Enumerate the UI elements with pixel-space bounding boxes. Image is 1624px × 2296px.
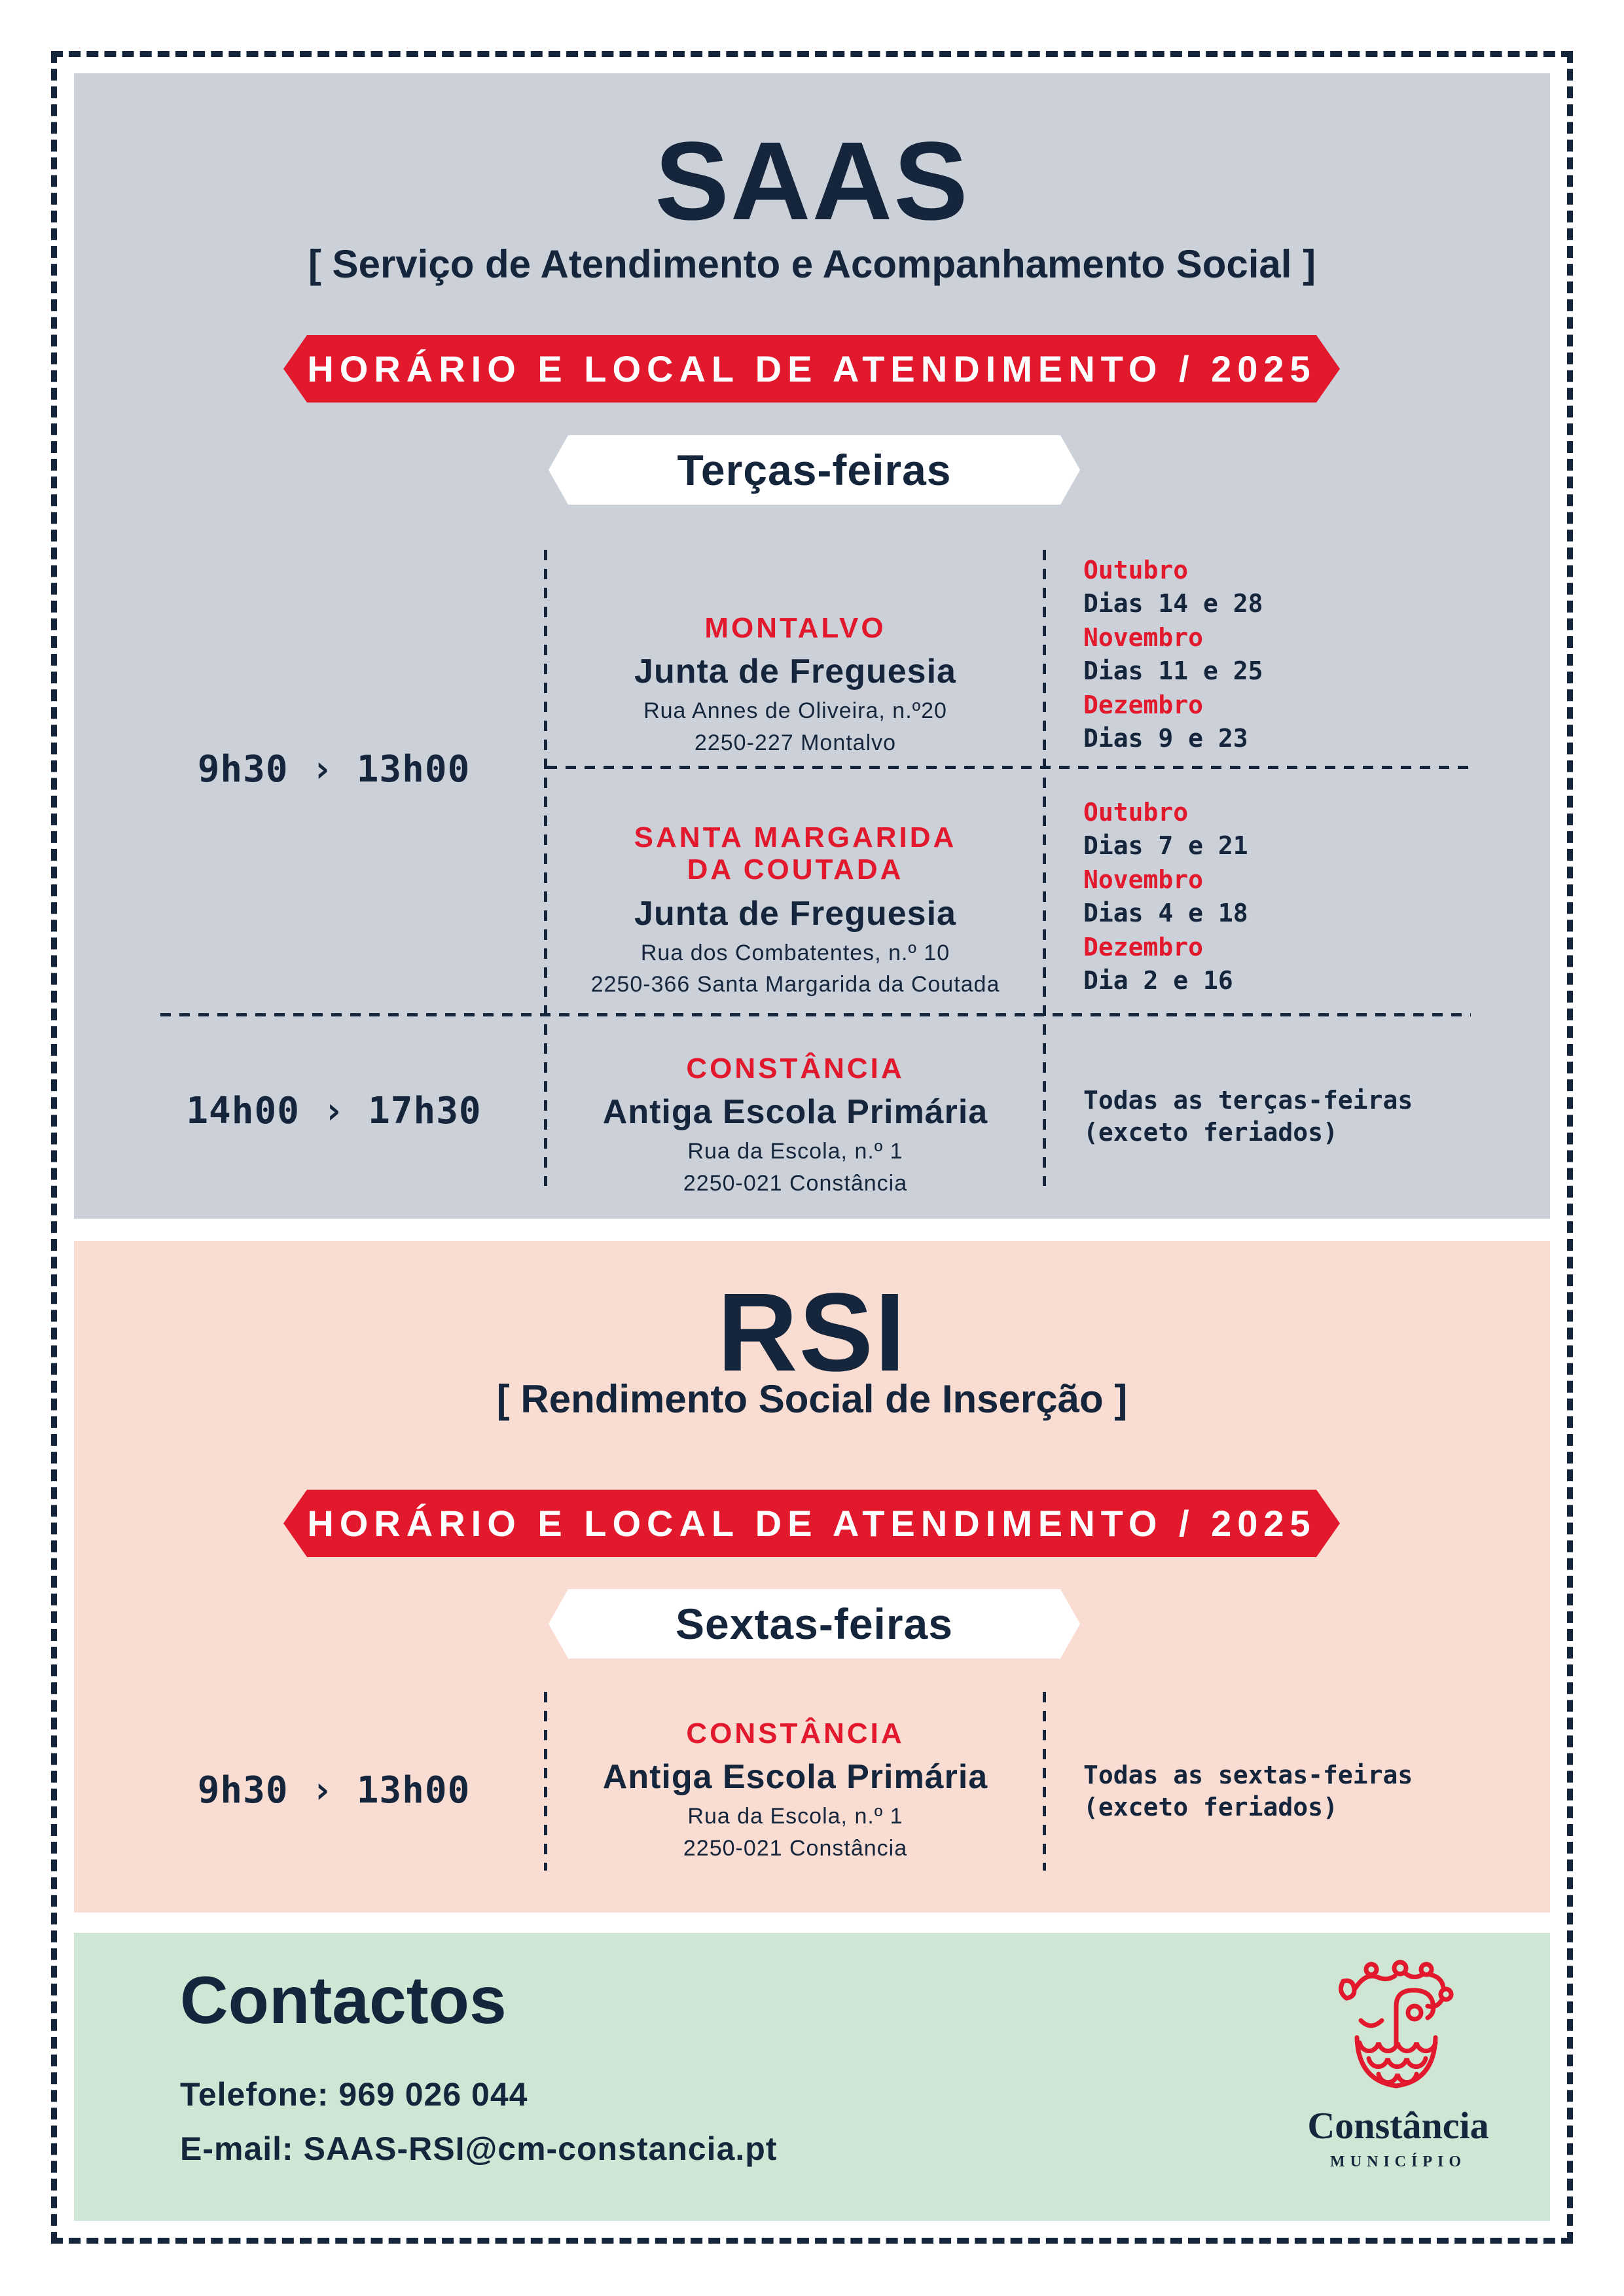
schedule-days: Dias 7 e 21 [1083, 831, 1248, 860]
rsi-weekday-label: Sextas-feiras [676, 1600, 953, 1648]
rsi-weekday-banner: Sextas-feiras [549, 1589, 1080, 1659]
municipality-logo-subtitle: MUNICÍPIO [1330, 2153, 1466, 2170]
schedule-month: Outubro [1083, 798, 1189, 827]
page-dashed-border [51, 51, 1573, 2244]
schedule-month: Dezembro [1083, 933, 1204, 961]
location-santa-margarida-address1: Rua dos Combatentes, n.º 10 [640, 940, 950, 965]
saas-schedule-banner: HORÁRIO E LOCAL DE ATENDIMENTO / 2025 [283, 335, 1340, 403]
saas-subtitle: [ Serviço de Atendimento e Acompanhament… [308, 242, 1316, 286]
rsi-frequency-note-line1: Todas as sextas-feiras [1083, 1761, 1413, 1789]
saas-divider-horizontal-1 [547, 766, 1471, 769]
location-santa-margarida-venue: Junta de Freguesia [634, 894, 956, 933]
rsi-section: RSI [ Rendimento Social de Inserção ] HO… [74, 1241, 1550, 1912]
municipality-logo: Constância MUNICÍPIO [1290, 1958, 1507, 2170]
location-constancia-rsi-name: CONSTÂNCIA [686, 1717, 905, 1749]
location-santa-margarida-address2: 2250-366 Santa Margarida da Coutada [590, 972, 1000, 997]
location-constancia-rsi: CONSTÂNCIA Antiga Escola Primária Rua da… [547, 1717, 1044, 1862]
contacts-email: E-mail: SAAS-RSI@cm-constancia.pt [180, 2130, 778, 2167]
contacts-section: Contactos Telefone: 969 026 044 E-mail: … [74, 1933, 1550, 2221]
saas-afternoon-time: 14h00 › 17h30 [186, 1090, 482, 1132]
rsi-frequency-note-line2: (exceto feriados) [1083, 1793, 1338, 1822]
saas-frequency-note-line1: Todas as terças-feiras [1083, 1086, 1413, 1115]
rsi-schedule-banner-label: HORÁRIO E LOCAL DE ATENDIMENTO / 2025 [307, 1502, 1316, 1544]
saas-morning-time: 9h30 › 13h00 [197, 748, 471, 791]
location-constancia-rsi-address1: Rua da Escola, n.º 1 [687, 1804, 903, 1829]
saas-weekday-label: Terças-feiras [677, 446, 952, 494]
saas-frequency-note-line2: (exceto feriados) [1083, 1118, 1338, 1147]
saas-divider-vertical-1 [544, 550, 547, 1186]
schedule-days: Dias 14 e 28 [1083, 589, 1263, 618]
rsi-title: RSI [717, 1270, 907, 1395]
location-constancia-rsi-address2: 2250-021 Constância [683, 1836, 908, 1861]
location-montalvo-address1: Rua Annes de Oliveira, n.º20 [643, 698, 947, 724]
schedule-month: Novembro [1083, 865, 1204, 894]
municipality-logo-wordmark: Constância [1307, 2104, 1489, 2147]
contacts-heading: Contactos [180, 1963, 507, 2037]
schedule-month: Dezembro [1083, 691, 1204, 719]
location-montalvo-address2: 2250-227 Montalvo [694, 730, 897, 756]
location-santa-margarida-name-line1: SANTA MARGARIDA [634, 821, 957, 853]
schedule-santa-margarida: Outubro Dias 7 e 21 Novembro Dias 4 e 18… [1083, 800, 1476, 993]
saas-title: SAAS [655, 119, 969, 243]
rsi-subtitle: [ Rendimento Social de Inserção ] [496, 1377, 1128, 1421]
location-constancia-name: CONSTÂNCIA [686, 1052, 905, 1085]
rsi-divider-vertical-1 [544, 1692, 547, 1871]
saas-weekday-banner: Terças-feiras [549, 435, 1080, 505]
location-santa-margarida: SANTA MARGARIDA DA COUTADA Junta de Freg… [547, 821, 1044, 998]
contacts-phone: Telefone: 969 026 044 [180, 2076, 528, 2113]
schedule-days: Dias 11 e 25 [1083, 656, 1263, 685]
schedule-month: Outubro [1083, 556, 1189, 584]
rsi-frequency-note: Todas as sextas-feiras (exceto feriados) [1083, 1759, 1476, 1824]
location-montalvo: MONTALVO Junta de Freguesia Rua Annes de… [547, 612, 1044, 757]
schedule-days: Dias 9 e 23 [1083, 724, 1248, 753]
saas-frequency-note: Todas as terças-feiras (exceto feriados) [1083, 1085, 1476, 1149]
saas-section: SAAS [ Serviço de Atendimento e Acompanh… [74, 73, 1550, 1219]
location-constancia-address2: 2250-021 Constância [683, 1171, 908, 1196]
rsi-divider-vertical-2 [1043, 1692, 1046, 1871]
saas-divider-vertical-2 [1043, 550, 1046, 1186]
rsi-time: 9h30 › 13h00 [197, 1769, 471, 1812]
schedule-month: Novembro [1083, 623, 1204, 652]
saas-schedule-banner-label: HORÁRIO E LOCAL DE ATENDIMENTO / 2025 [307, 348, 1316, 389]
location-santa-margarida-name-line2: DA COUTADA [687, 853, 904, 886]
location-montalvo-venue: Junta de Freguesia [634, 653, 956, 691]
schedule-montalvo: Outubro Dias 14 e 28 Novembro Dias 11 e … [1083, 558, 1476, 751]
municipality-logo-icon [1338, 1960, 1454, 2089]
rsi-schedule-banner: HORÁRIO E LOCAL DE ATENDIMENTO / 2025 [283, 1490, 1340, 1557]
location-montalvo-name: MONTALVO [704, 612, 886, 644]
location-constancia-venue: Antiga Escola Primária [602, 1093, 988, 1132]
location-constancia-saas: CONSTÂNCIA Antiga Escola Primária Rua da… [547, 1052, 1044, 1197]
location-constancia-rsi-venue: Antiga Escola Primária [602, 1758, 988, 1797]
schedule-days: Dia 2 e 16 [1083, 966, 1233, 995]
saas-divider-horizontal-2 [160, 1013, 1471, 1016]
schedule-days: Dias 4 e 18 [1083, 899, 1248, 927]
location-constancia-address1: Rua da Escola, n.º 1 [687, 1139, 903, 1164]
